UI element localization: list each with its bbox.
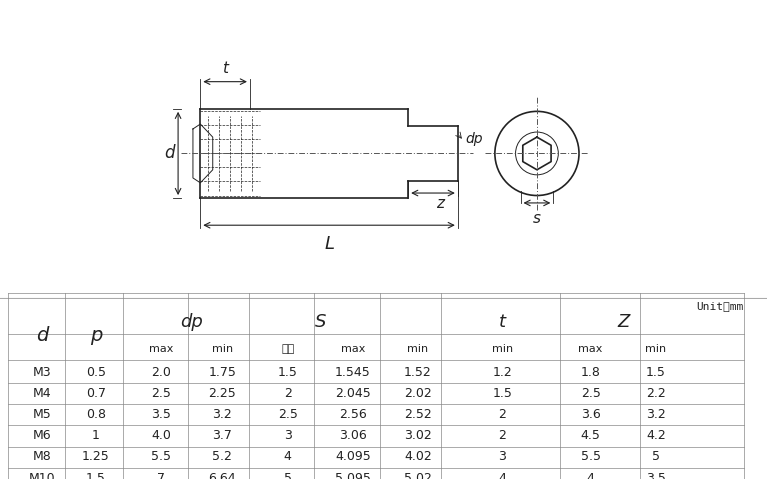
Text: 3.5: 3.5 bbox=[646, 471, 666, 479]
Text: 5: 5 bbox=[652, 450, 660, 464]
Text: 6.64: 6.64 bbox=[209, 471, 236, 479]
Text: 1.5: 1.5 bbox=[492, 387, 512, 400]
Text: M5: M5 bbox=[33, 408, 51, 422]
Text: 5.02: 5.02 bbox=[404, 471, 432, 479]
Text: 3.6: 3.6 bbox=[581, 408, 601, 422]
Text: 1.5: 1.5 bbox=[278, 366, 298, 379]
Text: 2: 2 bbox=[499, 408, 506, 422]
Text: M8: M8 bbox=[33, 450, 51, 464]
Text: max: max bbox=[149, 344, 173, 354]
Text: 0.7: 0.7 bbox=[86, 387, 106, 400]
Text: 2.5: 2.5 bbox=[151, 387, 171, 400]
Text: 2.56: 2.56 bbox=[339, 408, 367, 422]
Text: 3.02: 3.02 bbox=[404, 429, 432, 443]
Text: dp: dp bbox=[465, 132, 482, 146]
Text: 3: 3 bbox=[499, 450, 506, 464]
Text: 4.02: 4.02 bbox=[404, 450, 432, 464]
Text: 3.5: 3.5 bbox=[151, 408, 171, 422]
Text: 4.5: 4.5 bbox=[581, 429, 601, 443]
Text: 1.8: 1.8 bbox=[581, 366, 601, 379]
Text: 5.5: 5.5 bbox=[581, 450, 601, 464]
Text: 0.8: 0.8 bbox=[86, 408, 106, 422]
Text: 3.7: 3.7 bbox=[212, 429, 232, 443]
Text: 1: 1 bbox=[92, 429, 100, 443]
Text: t: t bbox=[222, 61, 228, 76]
Text: 1.2: 1.2 bbox=[492, 366, 512, 379]
Text: 5.2: 5.2 bbox=[212, 450, 232, 464]
Text: dp: dp bbox=[180, 313, 203, 331]
Text: min: min bbox=[212, 344, 233, 354]
Text: 3: 3 bbox=[284, 429, 291, 443]
Text: 5.5: 5.5 bbox=[151, 450, 171, 464]
Text: 7: 7 bbox=[157, 471, 165, 479]
Text: 3.2: 3.2 bbox=[646, 408, 666, 422]
Text: d: d bbox=[36, 326, 48, 345]
Text: 1.75: 1.75 bbox=[209, 366, 236, 379]
Text: L: L bbox=[324, 235, 334, 253]
Text: max: max bbox=[578, 344, 603, 354]
Text: p: p bbox=[90, 326, 102, 345]
Text: 3.2: 3.2 bbox=[212, 408, 232, 422]
Text: M3: M3 bbox=[33, 366, 51, 379]
Text: M4: M4 bbox=[33, 387, 51, 400]
Text: 5.095: 5.095 bbox=[335, 471, 370, 479]
Text: 4: 4 bbox=[499, 471, 506, 479]
Text: 1.25: 1.25 bbox=[82, 450, 110, 464]
Text: 4.095: 4.095 bbox=[335, 450, 370, 464]
Text: t: t bbox=[499, 313, 506, 331]
Text: 4.0: 4.0 bbox=[151, 429, 171, 443]
Text: M6: M6 bbox=[33, 429, 51, 443]
Text: 2: 2 bbox=[284, 387, 291, 400]
Text: d: d bbox=[164, 145, 174, 162]
Text: min: min bbox=[492, 344, 513, 354]
Text: 2.25: 2.25 bbox=[209, 387, 236, 400]
Text: 4: 4 bbox=[587, 471, 594, 479]
Text: 1.5: 1.5 bbox=[86, 471, 106, 479]
Text: min: min bbox=[645, 344, 667, 354]
Text: 1.545: 1.545 bbox=[335, 366, 370, 379]
Text: 2.0: 2.0 bbox=[151, 366, 171, 379]
Text: 2.2: 2.2 bbox=[646, 387, 666, 400]
Text: 公称: 公称 bbox=[281, 344, 295, 354]
Text: 2.5: 2.5 bbox=[278, 408, 298, 422]
Text: min: min bbox=[407, 344, 429, 354]
Text: 4.2: 4.2 bbox=[646, 429, 666, 443]
Text: 2.5: 2.5 bbox=[581, 387, 601, 400]
Text: s: s bbox=[533, 211, 541, 227]
Text: M10: M10 bbox=[29, 471, 55, 479]
Text: 2.02: 2.02 bbox=[404, 387, 432, 400]
Text: 0.5: 0.5 bbox=[86, 366, 106, 379]
Text: Unit：mm: Unit：mm bbox=[696, 301, 744, 311]
Text: 1.5: 1.5 bbox=[646, 366, 666, 379]
Text: 5: 5 bbox=[284, 471, 291, 479]
Text: S: S bbox=[314, 313, 326, 331]
Text: 2.52: 2.52 bbox=[404, 408, 432, 422]
Text: z: z bbox=[436, 195, 444, 210]
Text: 1.52: 1.52 bbox=[404, 366, 432, 379]
Text: 2.045: 2.045 bbox=[335, 387, 370, 400]
Text: max: max bbox=[341, 344, 365, 354]
Text: 4: 4 bbox=[284, 450, 291, 464]
Text: 2: 2 bbox=[499, 429, 506, 443]
Text: 3.06: 3.06 bbox=[339, 429, 367, 443]
Text: Z: Z bbox=[617, 313, 630, 331]
